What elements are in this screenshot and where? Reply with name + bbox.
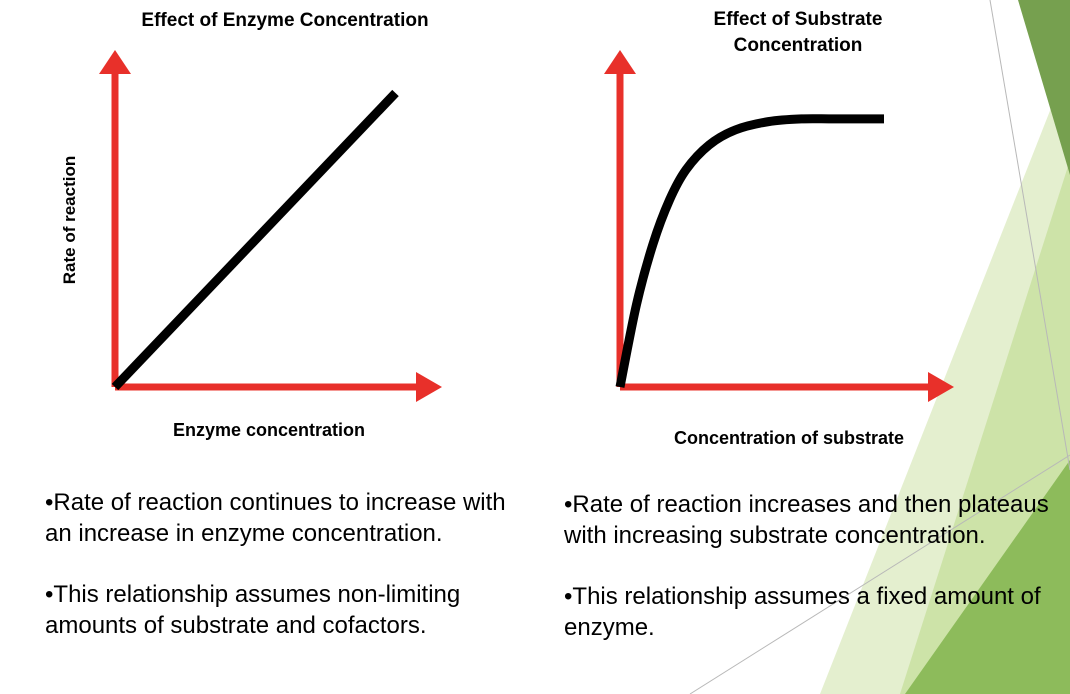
x-axis-label-enzyme: Enzyme concentration [173,420,366,440]
chart-enzyme [99,50,442,402]
x-axis-label-substrate: Concentration of substrate [674,428,905,448]
bullet-item: This relationship assumes a fixed amount… [564,581,1054,643]
chart-substrate [604,50,954,402]
bullet-item: This relationship assumes non-limiting a… [45,579,515,641]
dark-green-triangle [1018,0,1070,175]
bullet-text: Rate of reaction continues to increase w… [45,489,506,547]
x-axis-arrowhead [416,372,442,402]
y-axis-label: Rate of reaction [60,155,79,285]
x-axis-arrowhead [928,372,954,402]
bullet-item: Rate of reaction increases and then plat… [564,489,1054,551]
bullet-text: This relationship assumes non-limiting a… [45,581,461,639]
right-text-block: Rate of reaction increases and then plat… [564,489,1054,673]
bullet-text: This relationship assumes a fixed amount… [564,583,1041,641]
left-text-block: Rate of reaction continues to increase w… [45,487,515,671]
decor-line [989,0,1070,471]
data-series-line [615,114,884,388]
bullet-text: Rate of reaction increases and then plat… [564,491,1049,549]
chart-title-substrate: Effect of Substrate Concentration [713,9,883,56]
chart-title-enzyme: Effect of Enzyme Concentration [141,10,429,31]
data-series-line [111,89,399,391]
y-axis-arrowhead [604,50,636,74]
y-axis-arrowhead [99,50,131,74]
bullet-item: Rate of reaction continues to increase w… [45,487,515,549]
